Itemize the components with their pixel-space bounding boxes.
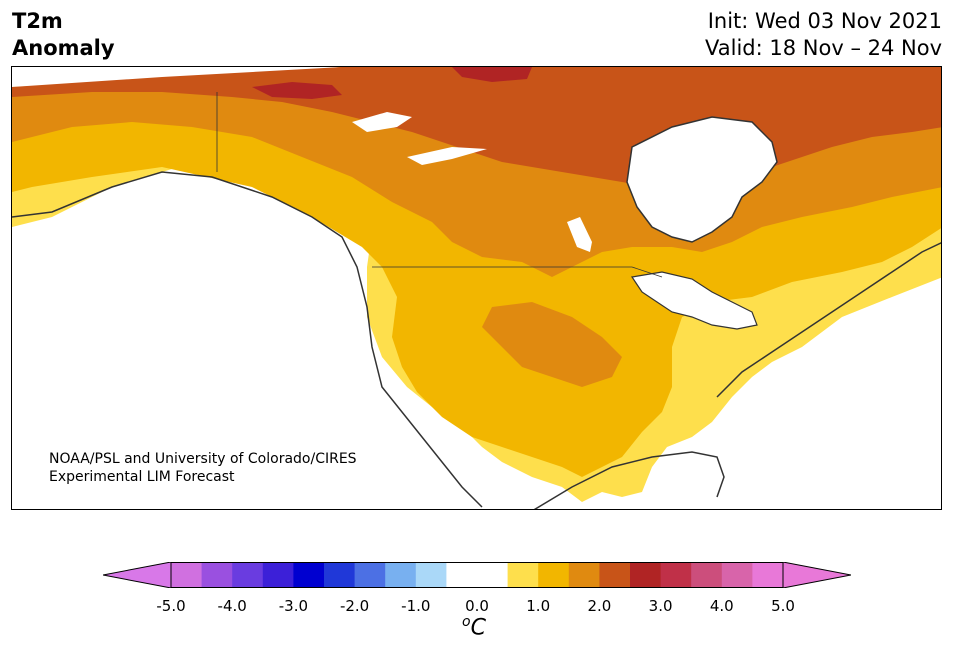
colorbar-svg	[102, 561, 852, 589]
colorbar-tick: 4.0	[709, 597, 734, 615]
unit-label: oC	[462, 614, 486, 640]
great-bear-lake	[352, 112, 412, 132]
anomaly-contour-5b	[452, 67, 532, 82]
colorbar-segment	[415, 562, 447, 588]
colorbar-tick: 0.0	[465, 597, 489, 615]
colorbar-segment	[752, 562, 784, 588]
west-coast	[12, 171, 483, 508]
colorbar-tick: 3.0	[648, 597, 673, 615]
colorbar-segment	[201, 562, 233, 588]
colorbar-tick: 2.0	[587, 597, 612, 615]
unit-degree: o	[462, 614, 471, 630]
colorbar-segment	[293, 562, 325, 588]
colorbar-segment	[171, 562, 203, 588]
colorbar-tick: -1.0	[401, 597, 431, 615]
gulf-coast	[533, 451, 725, 509]
colorbar-segment	[385, 562, 417, 588]
colorbar-segment	[630, 562, 662, 588]
colorbar-segment	[354, 562, 386, 588]
lake-winnipeg	[567, 217, 592, 252]
colorbar-segment	[721, 562, 753, 588]
colorbar-segment	[262, 562, 294, 588]
forecast-dates: Init: Wed 03 Nov 2021 Valid: 18 Nov – 24…	[705, 8, 942, 62]
colorbar-segment	[538, 562, 570, 588]
unit-base: C	[470, 615, 486, 641]
attribution: NOAA/PSL and University of Colorado/CIRE…	[49, 450, 357, 486]
hudson-bay	[626, 116, 778, 243]
colorbar-segment	[599, 562, 631, 588]
colorbar-frame	[170, 562, 784, 588]
colorbar-over-arrow	[782, 561, 852, 589]
east-coast	[716, 242, 941, 398]
colorbar-tick: -5.0	[156, 597, 186, 615]
init-date: Init: Wed 03 Nov 2021	[707, 9, 942, 33]
attribution-line-2: Experimental LIM Forecast	[49, 469, 235, 485]
anomaly-contour-5	[252, 82, 342, 99]
colorbar-segment	[324, 562, 356, 588]
colorbar-segment	[568, 562, 600, 588]
colorbar-segment	[232, 562, 264, 588]
valid-range: Valid: 18 Nov – 24 Nov	[705, 36, 942, 60]
colorbar-segment	[691, 562, 723, 588]
great-slave-lake	[407, 147, 487, 165]
great-lakes	[630, 271, 758, 330]
colorbar-tick: 1.0	[526, 597, 551, 615]
colorbar-segment	[446, 562, 478, 588]
variable-label: T2m	[12, 9, 63, 33]
anomaly-map	[11, 66, 942, 510]
colorbar-tick: -3.0	[278, 597, 309, 615]
canada-us-border	[372, 266, 663, 278]
colorbar	[102, 561, 852, 592]
colorbar-under-arrow	[102, 561, 172, 589]
colorbar-tick: -4.0	[217, 597, 247, 615]
colorbar-segment	[477, 562, 509, 588]
colorbar-segment	[660, 562, 692, 588]
map-title: T2m Anomaly	[12, 8, 115, 62]
colorbar-segment	[507, 562, 539, 588]
colorbar-tick: 5.0	[771, 597, 795, 615]
colorbar-tick: -2.0	[339, 597, 370, 615]
attribution-line-1: NOAA/PSL and University of Colorado/CIRE…	[49, 451, 357, 467]
map-svg	[12, 67, 941, 509]
product-label: Anomaly	[12, 36, 115, 60]
anomaly-contour-3b	[482, 302, 622, 387]
